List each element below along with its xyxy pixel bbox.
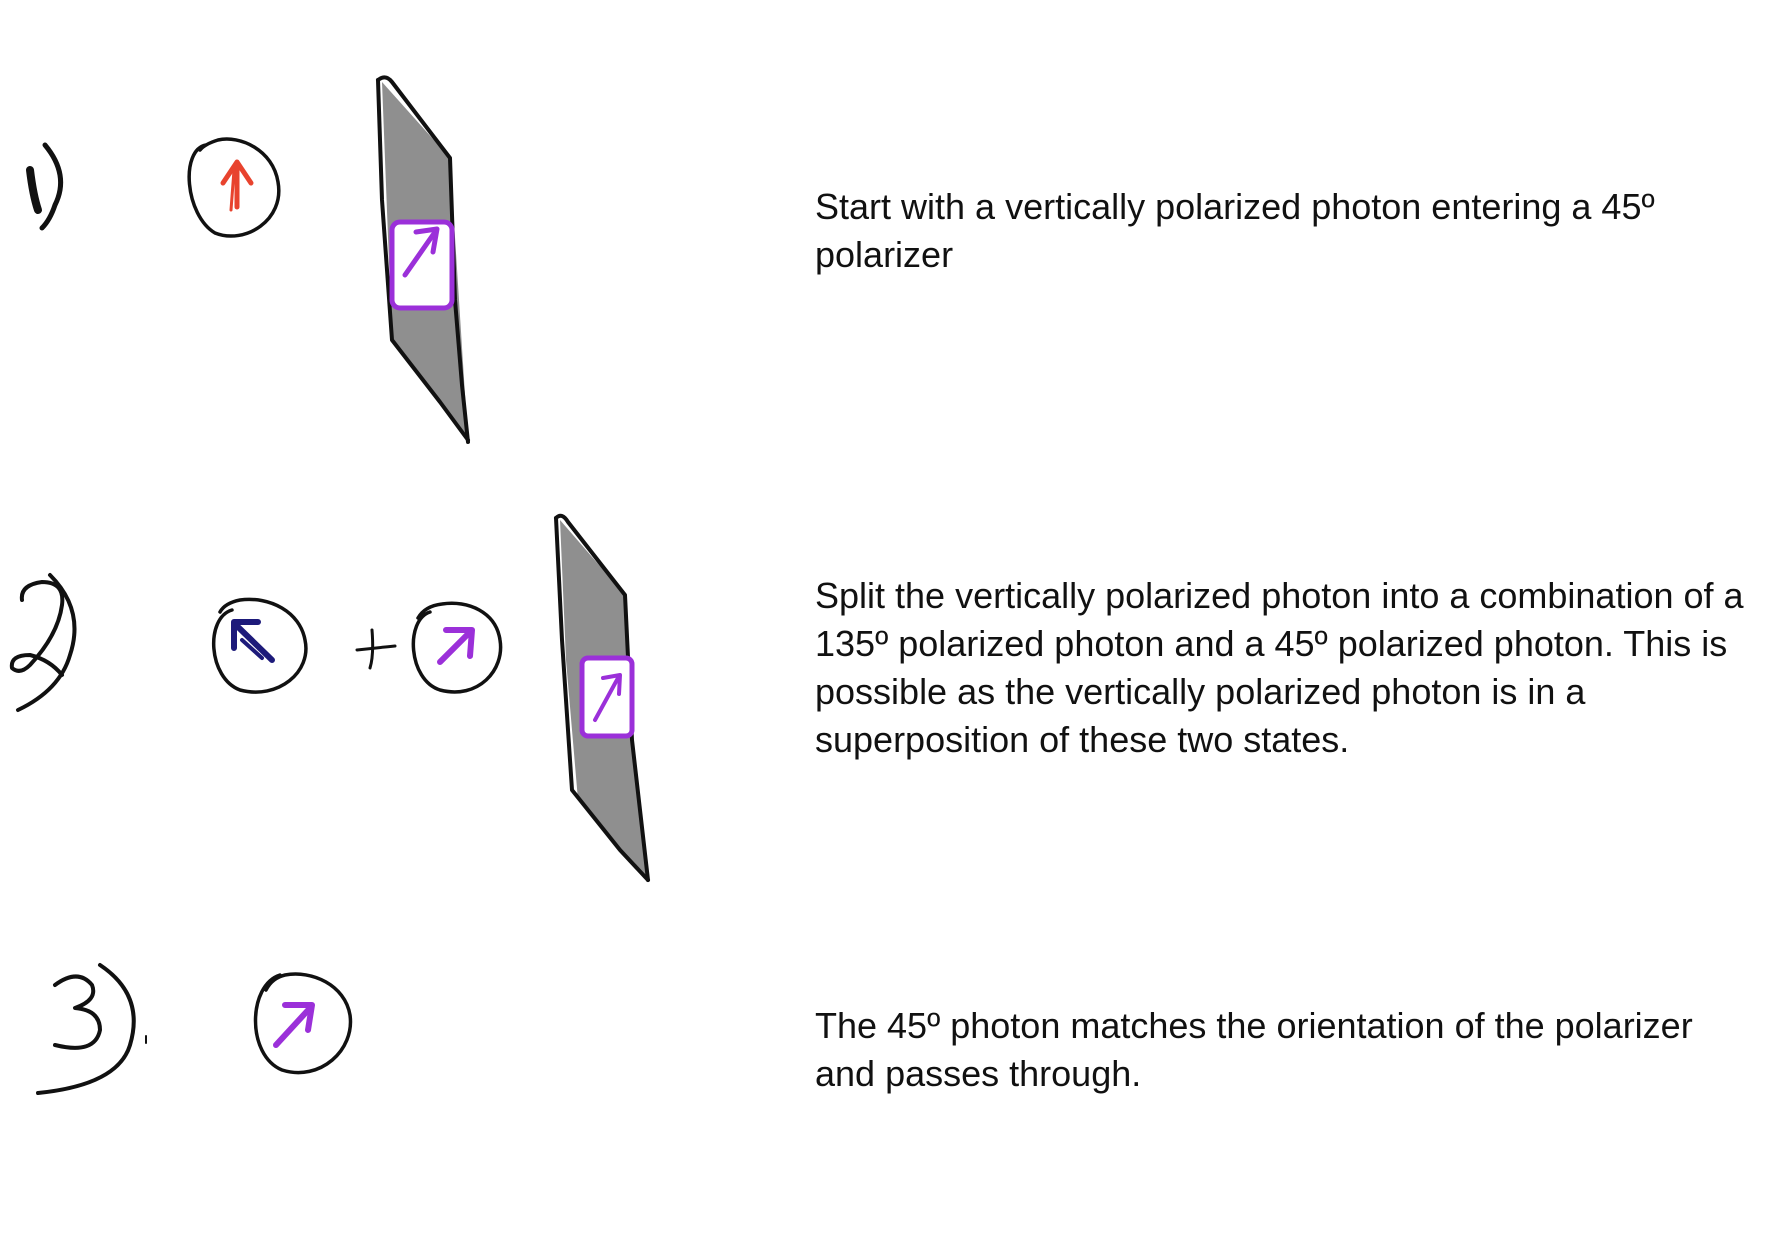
vertical-photon-icon — [187, 137, 281, 238]
photon-45-icon — [253, 972, 353, 1075]
step-number-2 — [9, 573, 77, 712]
step-1-caption: Start with a vertically polarized photon… — [815, 186, 1655, 275]
step-2-caption: Split the vertically polarized photon in… — [815, 575, 1744, 760]
step-1 — [26, 75, 470, 444]
photon-45-icon — [402, 226, 440, 278]
photon-45-icon — [593, 673, 622, 722]
step-3 — [36, 963, 353, 1095]
vertical-arrow-icon — [220, 159, 254, 212]
transmission-window-icon — [579, 655, 635, 739]
step-number-1 — [26, 142, 64, 231]
step-2 — [9, 513, 650, 882]
polarizer-2 — [554, 513, 650, 882]
transmission-window-icon — [389, 219, 455, 311]
plus-sign — [355, 628, 397, 670]
photon-45-icon — [411, 601, 503, 694]
step-3-caption: The 45º photon matches the orientation o… — [815, 1005, 1693, 1094]
step-number-3 — [36, 963, 147, 1095]
polarizer-1 — [376, 75, 470, 444]
photon-135-icon — [212, 597, 308, 694]
